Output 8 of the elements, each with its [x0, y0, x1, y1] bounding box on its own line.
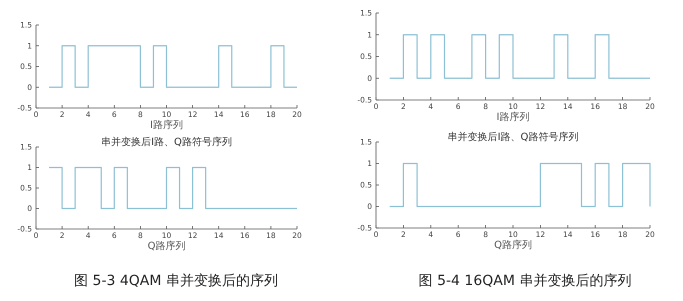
- x-axis-title: I路序列: [496, 111, 530, 123]
- x-axis-title: I路序列: [150, 119, 183, 131]
- chart-title: 串并变换后I路、Q路符号序列: [448, 131, 578, 143]
- caption: 图 5-3 4QAM 串并变换后的序列: [74, 273, 278, 289]
- x-axis-title: Q路序列: [148, 240, 186, 252]
- x-axis-title: Q路序列: [494, 239, 532, 251]
- caption: 图 5-4 16QAM 串并变换后的序列: [418, 273, 632, 289]
- chart-title: 串并变换后I路、Q路符号序列: [101, 136, 232, 148]
